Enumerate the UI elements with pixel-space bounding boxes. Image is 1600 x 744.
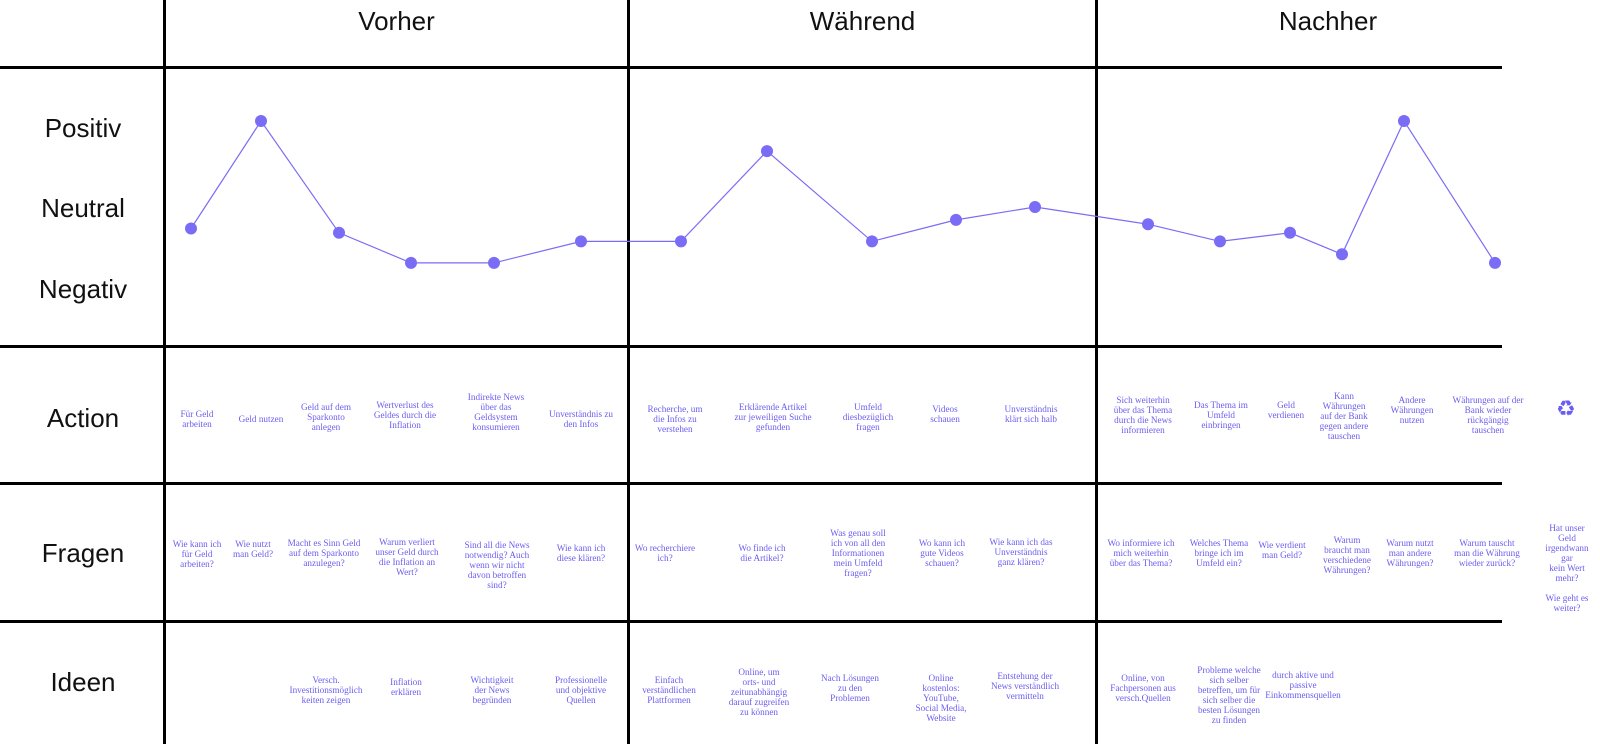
grid-line-header	[0, 66, 1502, 69]
phase-waehrend: Während	[809, 6, 916, 36]
idee-note: Nach Lösungen zu den Problemen	[821, 673, 879, 703]
fragen-note: Warum braucht man verschiedene Währungen?	[1323, 535, 1371, 575]
row-label-negativ: Negativ	[38, 274, 128, 304]
action-note: Andere Währungen nutzen	[1390, 395, 1434, 425]
grid-line-emotion	[0, 345, 1502, 348]
action-note: Geld verdienen	[1267, 400, 1305, 420]
fragen-note: Warum nutzt man andere Währungen?	[1386, 538, 1434, 568]
emotion-point	[255, 115, 267, 127]
fragen-note: Welches Thema bringe ich im Umfeld ein?	[1189, 538, 1249, 568]
action-note: Das Thema im Umfeld einbringen	[1194, 400, 1248, 430]
emotion-point	[1398, 115, 1410, 127]
emotion-point	[333, 226, 345, 239]
row-label-fragen: Fragen	[41, 538, 125, 568]
emotion-point	[185, 222, 197, 235]
idee-note: Entstehung der News verständlich vermittel…	[990, 671, 1060, 701]
fragen-note: Wie kann ich das Unverständnis ganz klären…	[989, 537, 1053, 567]
idee-note: Einfach verständlichen Plattformen	[642, 675, 696, 705]
grid-line-action	[0, 482, 1502, 485]
emotion-point	[675, 235, 687, 248]
action-note: Geld nutzen	[238, 414, 284, 424]
emotion-point	[866, 235, 878, 248]
idee-note: durch aktive und passive Einkommensquellen	[1265, 670, 1341, 700]
action-note: Sich weiterhin über das Thema durch die Ne…	[1113, 395, 1173, 435]
fragen-note: Warum verliert unser Geld durch die Inflat…	[375, 537, 439, 577]
grid-line-waehrend-end	[1095, 0, 1098, 744]
emotion-point	[1029, 201, 1041, 213]
phase-vorher: Vorher	[358, 6, 435, 36]
action-note: Recherche, um die Infos zu verstehen	[647, 404, 703, 434]
action-note: Umfeld diesbezüglich fragen	[842, 402, 894, 432]
fragen-note: Macht es Sinn Geld auf dem Sparkonto anzul…	[287, 538, 361, 568]
action-note: Währungen auf der Bank wieder rückgängig ta…	[1452, 395, 1524, 435]
action-note: Indirekte News über das Geldsystem konsumie…	[467, 392, 525, 432]
emotion-curve-line	[190, 119, 1496, 264]
emotion-point	[405, 256, 417, 269]
idee-note: Probleme welche sich selber betreffen, um …	[1197, 665, 1261, 725]
grid-line-label-column	[163, 0, 166, 744]
emotion-point	[575, 235, 587, 248]
fragen-note: Was genau soll ich von all den Information…	[830, 528, 886, 578]
fragen-note: Wo informiere ich mich weiterhin über das …	[1107, 538, 1175, 568]
idee-note: Versch. Investitionsmöglich keiten zeigen	[289, 675, 363, 705]
fragen-note: Wo kann ich gute Videos schauen?	[918, 538, 966, 568]
row-label-action: Action	[46, 403, 120, 433]
action-note: Unverständnis zu den Infos	[548, 409, 614, 429]
action-note: Videos schauen	[930, 404, 960, 424]
emotion-point	[761, 145, 773, 158]
emotion-point	[950, 213, 962, 226]
action-note: Erklärende Artikel zur jeweiligen Suche ge…	[734, 402, 812, 432]
fragen-note: Hat unser Geld irgendwann gar kein Wert me…	[1545, 523, 1589, 613]
emotion-point	[1214, 235, 1226, 248]
idee-note: Online, um orts- und zeitunabhängig darauf …	[728, 667, 790, 717]
action-note: Unverständnis klärt sich halb	[1004, 404, 1058, 424]
fragen-note: Warum tauscht man die Währung wieder zurüc…	[1454, 538, 1520, 568]
emotion-point	[1489, 256, 1501, 269]
row-label-neutral: Neutral	[41, 193, 125, 223]
recycle-icon: ♻	[1556, 397, 1576, 422]
phase-nachher: Nachher	[1278, 6, 1378, 36]
fragen-note: Wo finde ich die Artikel?	[738, 543, 786, 563]
emotion-point	[1336, 248, 1348, 261]
idee-note: Online kostenlos: YouTube, Social Media, Web…	[915, 673, 967, 723]
action-note: Wertverlust des Geldes durch die Inflation	[373, 400, 437, 430]
fragen-note: Sind all die News notwendig? Auch wenn wir…	[464, 540, 530, 590]
action-note: Geld auf dem Sparkonto anlegen	[300, 402, 352, 432]
emotion-point	[1284, 226, 1296, 239]
row-label-positiv: Positiv	[44, 113, 122, 143]
idee-note: Online, von Fachpersonen aus versch.Quelle…	[1110, 673, 1176, 703]
row-label-ideen: Ideen	[50, 667, 116, 697]
fragen-note: Wie verdient man Geld?	[1258, 540, 1306, 560]
emotion-point	[488, 256, 500, 269]
fragen-note: Wie kann ich diese klären?	[556, 543, 606, 563]
grid-line-vorher-end	[627, 0, 630, 744]
fragen-note: Wo recherchiere ich?	[634, 543, 696, 563]
emotion-point	[1142, 218, 1154, 231]
idee-note: Inflation erklären	[390, 677, 422, 697]
fragen-note: Wie kann ich für Geld arbeiten?	[172, 539, 222, 569]
idee-note: Professionelle und objektive Quellen	[554, 675, 608, 705]
action-note: Für Geld arbeiten	[180, 409, 214, 429]
idee-note: Wichtigkeit der News begründen	[470, 675, 514, 705]
grid-line-fragen	[0, 620, 1502, 623]
action-note: Kann Währungen auf der Bank gegen andere tau…	[1319, 391, 1369, 441]
fragen-note: Wie nutzt man Geld?	[232, 539, 274, 559]
